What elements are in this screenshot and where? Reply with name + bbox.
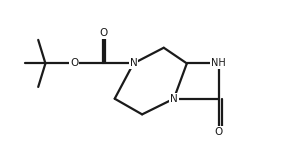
Text: O: O <box>99 28 107 38</box>
Text: N: N <box>170 94 178 104</box>
Text: O: O <box>70 58 78 68</box>
Text: O: O <box>215 127 223 137</box>
Text: NH: NH <box>211 58 226 68</box>
Text: N: N <box>130 58 137 68</box>
